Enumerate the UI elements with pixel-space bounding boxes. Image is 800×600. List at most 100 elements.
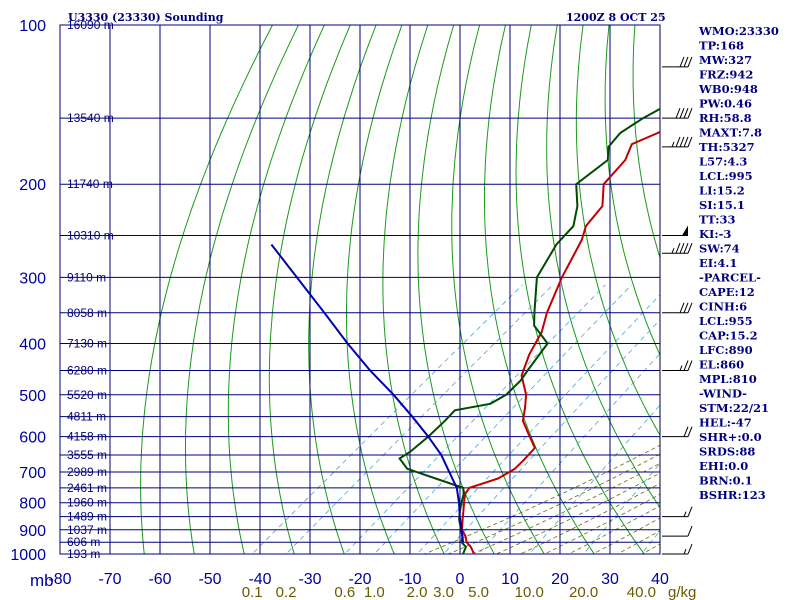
wind-barb-feather	[679, 243, 685, 254]
index-line: STM:22/21	[699, 401, 769, 415]
moist-adiabat-line	[519, 482, 660, 554]
temperature-tick-label: -20	[348, 571, 371, 588]
height-label: 10310 m	[67, 229, 114, 243]
pressure-tick-label: 1000	[10, 547, 46, 564]
temperature-tick-label: -70	[98, 571, 121, 588]
mixing-ratio-line	[373, 284, 632, 554]
mixing-ratio-line	[528, 404, 660, 554]
wind-barb-half-feather	[671, 141, 675, 148]
dry-adiabat-line	[382, 25, 445, 554]
height-label: 2989 m	[67, 465, 107, 479]
mixing-ratio-label: 3.0	[433, 584, 454, 600]
index-line: MAXT:7.8	[699, 126, 762, 140]
height-label: 16090 m	[67, 18, 114, 32]
temperature-tick-label: 40	[651, 571, 669, 588]
mixing-ratio-label: 5.0	[468, 584, 489, 600]
wind-barb	[662, 525, 693, 537]
wind-barb-feather	[679, 302, 685, 313]
index-line: MPL:810	[699, 372, 757, 386]
index-line: LFC:890	[699, 343, 753, 357]
dry-adiabat-line	[346, 25, 403, 554]
pressure-tick-label: 900	[19, 523, 46, 540]
pressure-tick-label: 500	[19, 388, 46, 405]
wind-barb	[662, 56, 693, 68]
moist-adiabat-line	[423, 444, 660, 554]
pressure-tick-label: 600	[19, 430, 46, 447]
height-label: 3555 m	[67, 448, 107, 462]
index-line: HEL:-47	[699, 416, 752, 430]
index-line: BSHR:123	[699, 488, 766, 502]
height-label: 1037 m	[67, 523, 107, 537]
wind-barb	[662, 543, 693, 555]
dry-adiabat-line	[546, 25, 660, 509]
dry-adiabat-line	[140, 25, 273, 554]
index-line: L57:4.3	[699, 155, 747, 169]
pressure-tick-label: 300	[19, 270, 46, 287]
mixing-ratio-unit: g/kg	[668, 584, 696, 600]
dry-adiabat-line	[417, 25, 495, 554]
temperature-tick-label: -10	[398, 571, 421, 588]
index-line: PW:0.46	[699, 97, 752, 111]
dry-adiabat-line	[227, 25, 325, 554]
index-line: LCL:995	[699, 169, 753, 183]
wind-barb-feather	[683, 243, 689, 254]
dry-adiabat-line	[604, 25, 660, 357]
index-line: -WIND-	[699, 387, 747, 401]
index-line: TT:33	[699, 213, 736, 227]
index-line: -PARCEL-	[699, 271, 761, 285]
temperature-tick-label: -40	[248, 571, 271, 588]
mixing-ratio-label: 2.0	[407, 584, 428, 600]
dry-adiabat-line	[185, 25, 299, 554]
index-line: FRZ:942	[699, 68, 753, 82]
wind-barb-half-feather	[683, 511, 687, 517]
dry-adiabat-line	[632, 25, 660, 260]
station-title: U3330 (23330) Sounding	[68, 11, 224, 24]
wind-barb	[662, 107, 693, 119]
height-label: 606 m	[67, 535, 100, 549]
pressure-tick-label: 400	[19, 336, 46, 353]
dry-adiabat-line	[451, 25, 545, 554]
wind-barb	[662, 302, 693, 314]
wind-barb	[662, 225, 688, 237]
mixing-ratio-line	[344, 284, 606, 554]
mixing-ratio-label: 0.2	[276, 584, 297, 600]
moist-adiabat-line	[495, 472, 660, 554]
wind-barb-feather	[687, 506, 693, 517]
height-label: 13540 m	[67, 111, 114, 125]
index-line: RH:58.8	[699, 111, 752, 125]
mixing-ratio-label: 40.0	[627, 584, 656, 600]
index-line: CAPE:12	[699, 285, 755, 299]
temperature-tick-label: 0	[456, 571, 465, 588]
index-line: EI:4.1	[699, 256, 737, 270]
height-label: 193 m	[67, 547, 100, 561]
height-label: 6280 m	[67, 364, 107, 378]
pressure-tick-label: 100	[19, 18, 46, 35]
index-line: WB0:948	[698, 82, 758, 96]
wind-barb-feather	[687, 302, 693, 313]
height-label: 4158 m	[67, 430, 107, 444]
mixing-ratio-label: 0.6	[334, 584, 355, 600]
wind-barb-feather	[679, 136, 685, 148]
wind-barb	[662, 426, 693, 438]
height-label: 2461 m	[67, 481, 107, 495]
dry-adiabat-line	[515, 25, 645, 554]
index-line: SRDS:88	[699, 445, 755, 459]
wind-barb-feather	[683, 107, 689, 119]
dry-adiabat-line	[268, 25, 351, 554]
index-line: TH:5327	[699, 140, 755, 154]
wind-barb-feather	[675, 136, 681, 148]
mixing-ratio-label: 10.0	[515, 584, 544, 600]
height-label: 5520 m	[67, 388, 107, 402]
index-line: SW:74	[699, 242, 740, 256]
pressure-unit-label: mb	[30, 571, 54, 590]
wind-barb-feather	[687, 56, 693, 68]
moist-adiabat-line	[592, 517, 660, 554]
height-label: 11740 m	[67, 177, 113, 191]
temperature-tick-label: 10	[501, 571, 519, 588]
temperature-tick-label: -60	[148, 571, 171, 588]
index-line: LI:15.2	[699, 184, 745, 198]
mixing-ratio-line	[478, 353, 660, 554]
height-label: 9110 m	[67, 270, 106, 284]
parcel-line	[270, 243, 465, 543]
wind-barb-half-feather	[683, 548, 687, 555]
